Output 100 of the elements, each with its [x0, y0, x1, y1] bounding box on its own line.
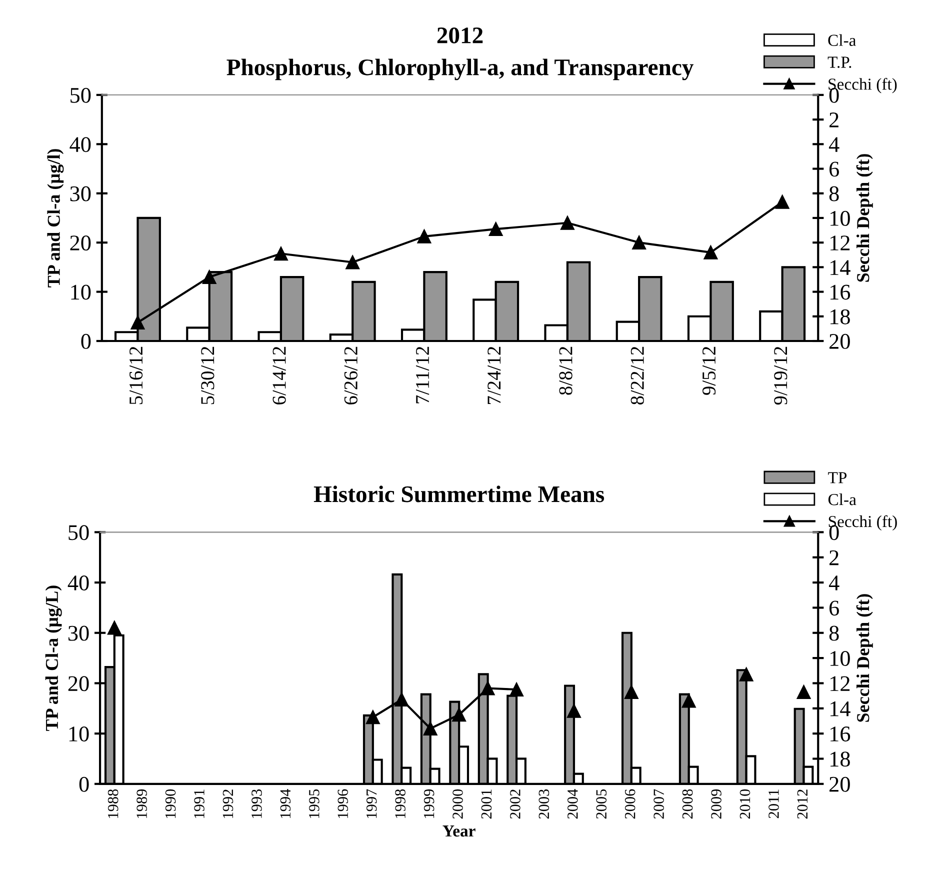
y-tick-label: 30 — [68, 626, 89, 641]
point — [624, 685, 638, 699]
legend-label: Cl-a — [828, 493, 856, 506]
x-tick-label: 1992 — [222, 790, 234, 818]
y2-tick-label: 4 — [828, 576, 840, 590]
x-tick-label: 1988 — [108, 789, 118, 818]
point — [775, 195, 790, 209]
x-tick-label: 2004 — [567, 789, 578, 819]
y2-tick-label: 10 — [830, 650, 850, 666]
y2-tick-label: 8 — [829, 626, 839, 641]
point — [704, 245, 718, 260]
y-tick-label: 20 — [70, 236, 91, 250]
x-tick-label: 1995 — [309, 789, 320, 818]
y2-tick-label: 14 — [830, 701, 850, 716]
x-tick-label: 7/11/12 — [416, 346, 430, 404]
y2-tick-label: 14 — [830, 260, 850, 275]
chart-title: 2012 — [437, 27, 483, 44]
point — [417, 229, 432, 244]
x-tick-label: 2009 — [711, 789, 722, 819]
point — [202, 270, 216, 284]
y-axis-title: TP and Cl-a (µg/l) — [47, 149, 64, 288]
y2-tick-label: 2 — [830, 550, 838, 566]
x-tick-label: 8/22/12 — [630, 346, 644, 405]
y2-tick-label: 2 — [830, 112, 838, 128]
y-tick-label: 20 — [68, 676, 89, 692]
point — [346, 255, 360, 270]
point — [394, 692, 409, 707]
x-tick-label: 9/5/12 — [702, 346, 716, 395]
y-tick-label: 30 — [70, 186, 91, 202]
x-tick-label: 2002 — [510, 790, 520, 819]
y-tick-label: 0 — [79, 776, 89, 792]
point — [632, 236, 646, 250]
x-tick-label: 2005 — [596, 789, 607, 819]
chart-title: Historic Summertime Means — [314, 486, 604, 502]
point — [107, 620, 122, 635]
x-tick-label: 1993 — [252, 789, 262, 818]
y2-tick-label: 20 — [830, 334, 850, 349]
y2-tick-label: 8 — [829, 186, 839, 202]
x-tick-label: 6/14/12 — [272, 346, 286, 404]
x-tick-label: 1996 — [338, 789, 348, 818]
point — [130, 316, 145, 330]
x-tick-label: 2012 — [797, 790, 808, 819]
point — [452, 708, 466, 722]
y-tick-label: 10 — [71, 284, 91, 300]
y-tick-label: 10 — [69, 726, 89, 742]
point — [480, 681, 495, 696]
y-tick-label: 0 — [81, 334, 91, 349]
legend-label: TP — [828, 472, 847, 484]
y2-tick-label: 12 — [830, 676, 850, 691]
y2-tick-label: 18 — [830, 309, 850, 324]
y-tick-label: 50 — [68, 525, 89, 540]
point — [682, 694, 696, 708]
y2-axis-title: Secchi Depth (ft) — [856, 594, 873, 722]
point — [560, 216, 574, 230]
x-tick-label: 1998 — [395, 789, 406, 818]
y2-tick-label: 12 — [830, 236, 850, 250]
y-tick-label: 50 — [70, 88, 91, 103]
x-tick-label: 1997 — [366, 789, 377, 818]
x-tick-label: 2010 — [740, 789, 750, 819]
x-tick-label: 2011 — [768, 790, 779, 818]
x-tick-label: 5/30/12 — [201, 346, 214, 404]
x-tick-label: 1990 — [165, 789, 176, 818]
x-tick-label: 1994 — [280, 789, 291, 818]
x-tick-label: 7/24/12 — [488, 346, 501, 404]
point — [796, 685, 811, 699]
y2-tick-label: 6 — [829, 162, 839, 177]
point — [423, 722, 438, 736]
x-tick-label: 1991 — [194, 790, 204, 818]
y2-tick-label: 18 — [830, 752, 850, 767]
point — [567, 704, 581, 718]
point — [739, 667, 754, 682]
y2-tick-label: 16 — [830, 726, 850, 742]
x-tick-label: 1989 — [136, 789, 147, 818]
x-tick-label: 5/16/12 — [130, 346, 143, 404]
chart-subtitle: Phosphorus, Chlorophyll-a, and Transparency — [226, 58, 694, 80]
y2-tick-label: 10 — [830, 210, 850, 226]
legend-label: Cl-a — [828, 34, 856, 46]
point — [366, 710, 380, 724]
x-tick-label: 2001 — [481, 790, 492, 819]
x-tick-label: 6/26/12 — [344, 346, 358, 404]
y2-tick-label: 6 — [829, 600, 839, 616]
y-tick-label: 40 — [68, 575, 89, 590]
x-axis-title: Year — [442, 826, 476, 837]
x-tick-label: 2007 — [654, 789, 664, 819]
point — [488, 222, 503, 236]
x-tick-label: 2006 — [624, 789, 636, 819]
x-tick-label: 9/19/12 — [774, 346, 788, 405]
x-tick-label: 8/8/12 — [559, 346, 572, 395]
point — [510, 682, 524, 696]
x-tick-label: 2003 — [538, 789, 550, 819]
x-tick-label: 1999 — [424, 789, 434, 818]
point — [274, 246, 288, 261]
y2-tick-label: 16 — [830, 284, 850, 300]
y-tick-label: 40 — [70, 137, 91, 152]
x-tick-label: 2000 — [452, 789, 463, 819]
y-axis-title: TP and Cl-a (µg/L) — [45, 586, 62, 731]
legend-label: T.P. — [828, 56, 852, 68]
y2-axis-title: Secchi Depth (ft) — [856, 154, 873, 282]
y2-tick-label: 4 — [828, 137, 840, 152]
y2-tick-label: 20 — [830, 776, 850, 792]
